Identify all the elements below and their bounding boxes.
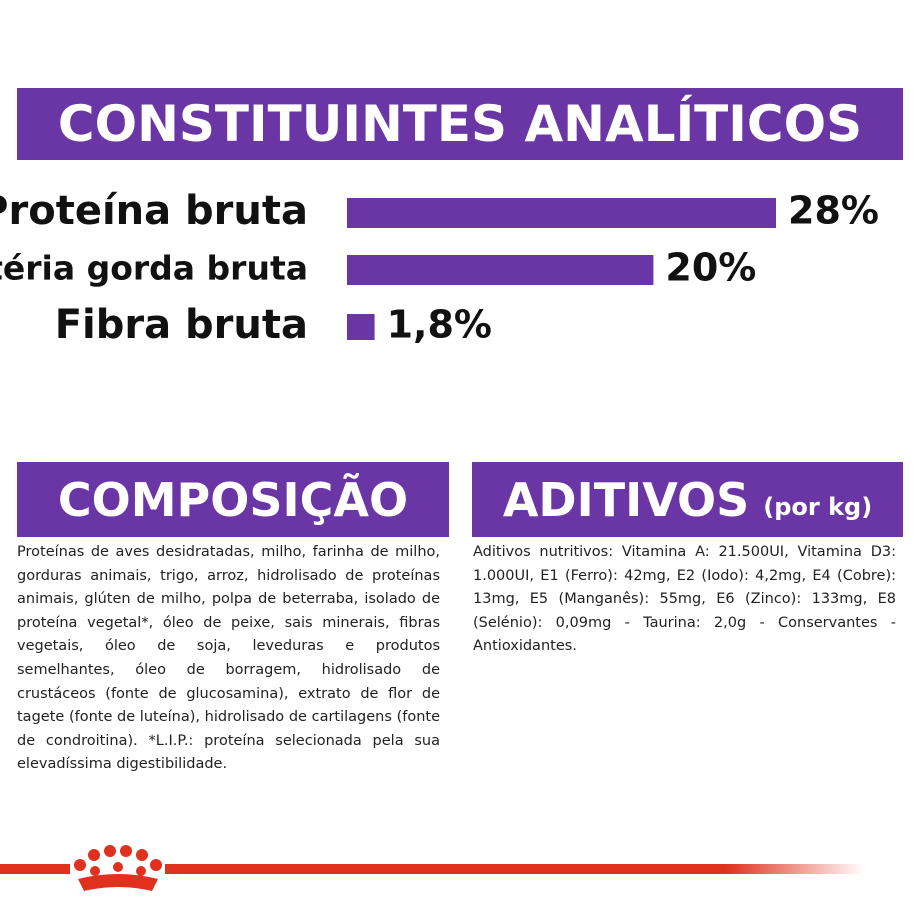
value-label: 1,8% [387, 303, 492, 347]
value-label: 20% [665, 246, 756, 290]
value-label: 28% [788, 189, 879, 233]
chart-title: CONSTITUINTES ANALÍTICOS [17, 88, 903, 160]
paragraph: Proteínas de aves desidratadas, milho, f… [17, 544, 440, 773]
section-title: ADITIVOS (por kg) [472, 462, 903, 537]
bar [347, 255, 654, 285]
footer [0, 845, 865, 891]
footer-line [165, 864, 865, 874]
section-title: COMPOSIÇÃO [17, 462, 449, 537]
category-label: Fibra bruta [55, 302, 308, 348]
chart: Proteína bruta 28% Matéria gorda bruta 20% F… [0, 188, 879, 348]
section-title-text: ADITIVOS [502, 472, 750, 527]
section-subtitle: (por kg) [763, 492, 873, 521]
footer-line [0, 864, 70, 874]
category-label: Proteína bruta [0, 188, 308, 234]
logo [74, 845, 162, 891]
bar [347, 198, 776, 228]
bar [347, 314, 375, 340]
paragraph: Aditivos nutritivos: Vitamina A: 21.500U… [473, 544, 896, 655]
category-label: Matéria gorda bruta [0, 249, 308, 288]
